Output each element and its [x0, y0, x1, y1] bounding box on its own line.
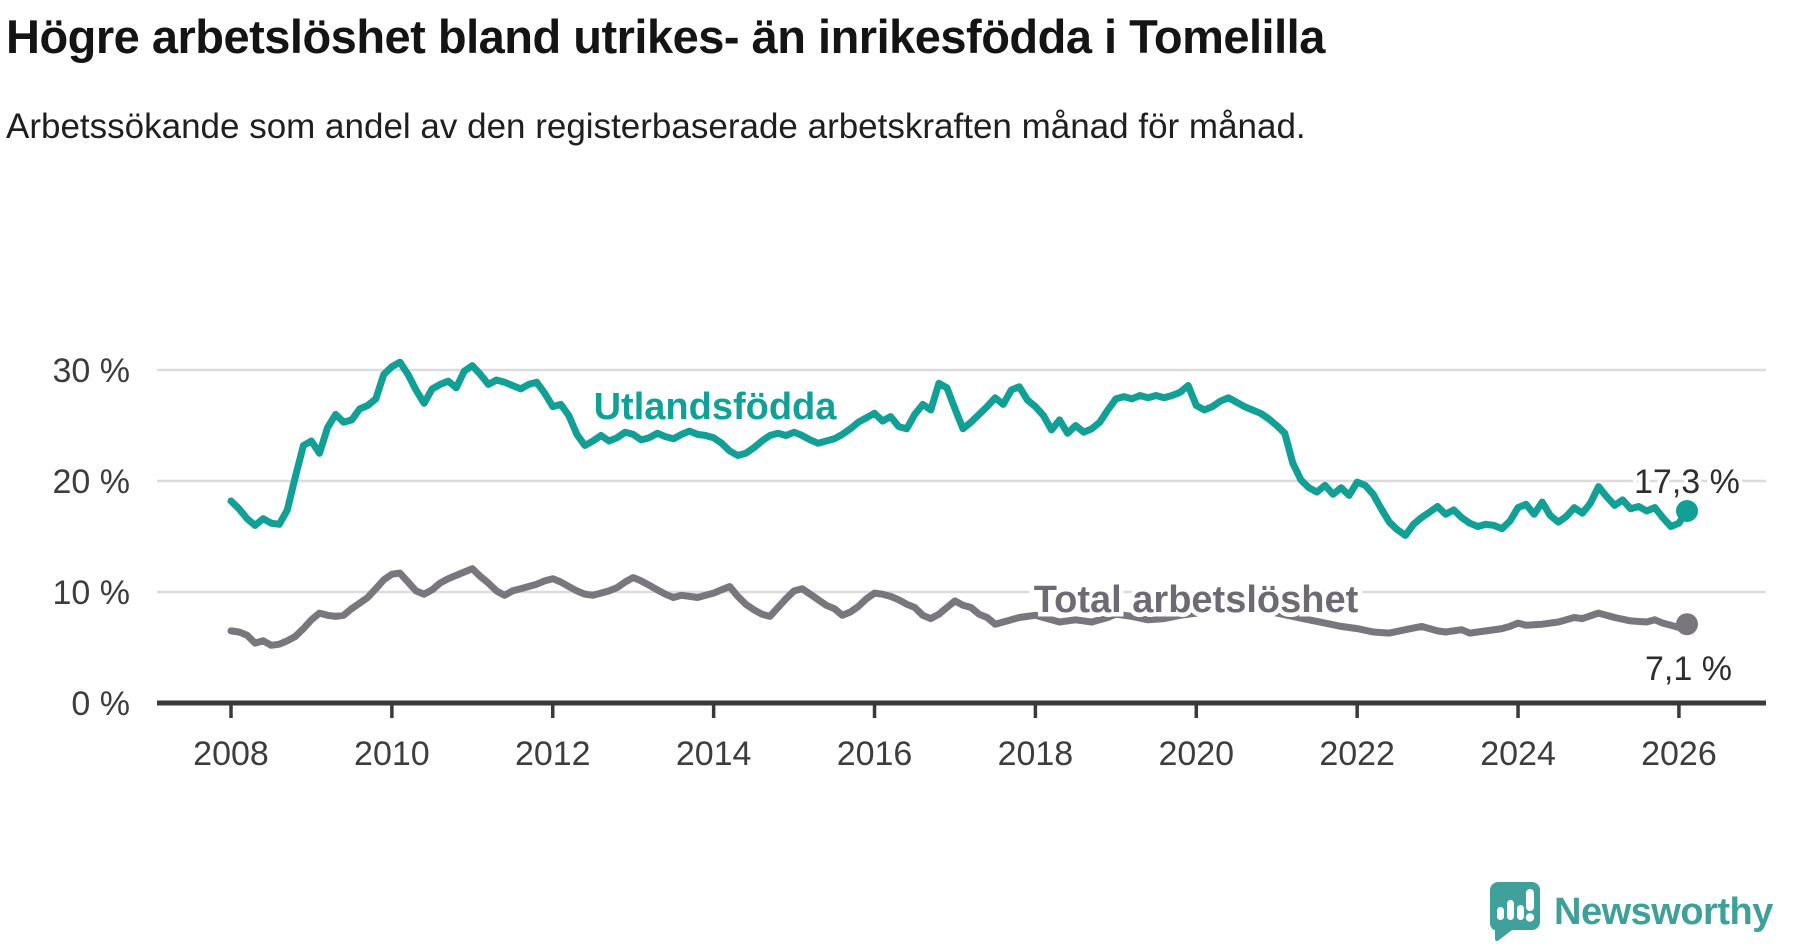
y-tick-label-10: 10 % — [53, 574, 131, 612]
x-axis-ticks — [229, 705, 1681, 718]
series-label-total: Total arbetslöshet — [1034, 579, 1359, 621]
x-tick-label-2018: 2018 — [998, 735, 1074, 773]
series-line-total — [227, 565, 1691, 649]
x-tick-label-2012: 2012 — [515, 735, 591, 773]
value-annotation-total: 7,1 % — [1645, 650, 1732, 688]
series-label-utlandsfodda: Utlandsfödda — [594, 386, 838, 428]
gridlines — [157, 368, 1766, 594]
x-tick-label-2010: 2010 — [354, 735, 430, 773]
x-axis-tick-labels: 2008 2010 2012 2014 2016 2018 2020 2022 2024 2026 — [193, 735, 1717, 773]
x-tick-label-2026: 2026 — [1641, 735, 1717, 773]
y-tick-label-0: 0 % — [71, 685, 130, 723]
newsworthy-logo-icon — [1489, 882, 1540, 942]
y-axis-labels: 0 % 10 % 20 % 30 % — [53, 352, 131, 723]
chart-header: Högre arbetslöshet bland utrikes- än inr… — [6, 0, 1746, 154]
newsworthy-logo: Newsworthy — [1486, 880, 1773, 944]
page-title: Högre arbetslöshet bland utrikes- än inr… — [6, 10, 1325, 63]
x-tick-label-2020: 2020 — [1158, 735, 1234, 773]
y-tick-label-30: 30 % — [53, 352, 131, 390]
end-dot-total — [1676, 613, 1698, 636]
x-tick-label-2016: 2016 — [837, 735, 913, 773]
x-tick-label-2008: 2008 — [193, 735, 269, 773]
y-tick-label-20: 20 % — [53, 463, 131, 501]
x-tick-label-2022: 2022 — [1319, 735, 1395, 773]
newsworthy-logo-text: Newsworthy — [1554, 890, 1773, 933]
end-dot-utlandsfodda — [1676, 500, 1698, 522]
x-tick-label-2024: 2024 — [1480, 735, 1556, 773]
page-subtitle: Arbetssökande som andel av den registerb… — [6, 107, 1306, 147]
value-annotation-utlandsfodda: 17,3 % — [1634, 463, 1740, 501]
x-tick-label-2014: 2014 — [676, 735, 752, 773]
series-line-utlandsfodda — [227, 358, 1691, 539]
